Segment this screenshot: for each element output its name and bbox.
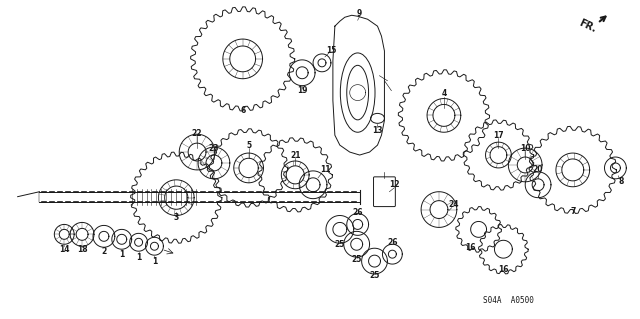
Text: 12: 12	[389, 180, 399, 189]
Text: 5: 5	[246, 141, 251, 150]
Text: 16: 16	[465, 243, 476, 252]
Text: 21: 21	[290, 151, 300, 160]
Text: 26: 26	[387, 238, 397, 247]
Text: 9: 9	[357, 9, 362, 18]
Text: 23: 23	[209, 144, 219, 152]
Text: 7: 7	[570, 207, 575, 216]
Text: 17: 17	[493, 131, 504, 140]
Text: 10: 10	[520, 144, 531, 152]
Text: 11: 11	[320, 166, 330, 174]
Text: 1: 1	[152, 256, 157, 266]
Text: 25: 25	[351, 255, 362, 263]
Text: 25: 25	[369, 271, 380, 280]
Text: 19: 19	[297, 86, 307, 95]
Text: 16: 16	[498, 264, 509, 273]
Text: 1: 1	[136, 253, 141, 262]
Text: 25: 25	[335, 240, 345, 249]
Text: 4: 4	[442, 89, 447, 98]
Text: 24: 24	[449, 200, 459, 209]
Text: 6: 6	[240, 106, 245, 115]
Text: 22: 22	[192, 129, 202, 138]
Text: 2: 2	[101, 247, 106, 256]
Text: 1: 1	[119, 250, 124, 259]
Text: 20: 20	[533, 166, 543, 174]
Text: 13: 13	[372, 126, 383, 135]
Text: 3: 3	[173, 213, 179, 222]
Text: 26: 26	[353, 208, 363, 217]
Text: 15: 15	[326, 47, 336, 56]
Text: FR.: FR.	[577, 18, 598, 34]
Text: 18: 18	[77, 245, 88, 254]
Text: S04A  A0500: S04A A0500	[483, 296, 534, 305]
Text: 8: 8	[619, 177, 624, 186]
Text: 14: 14	[59, 245, 70, 254]
